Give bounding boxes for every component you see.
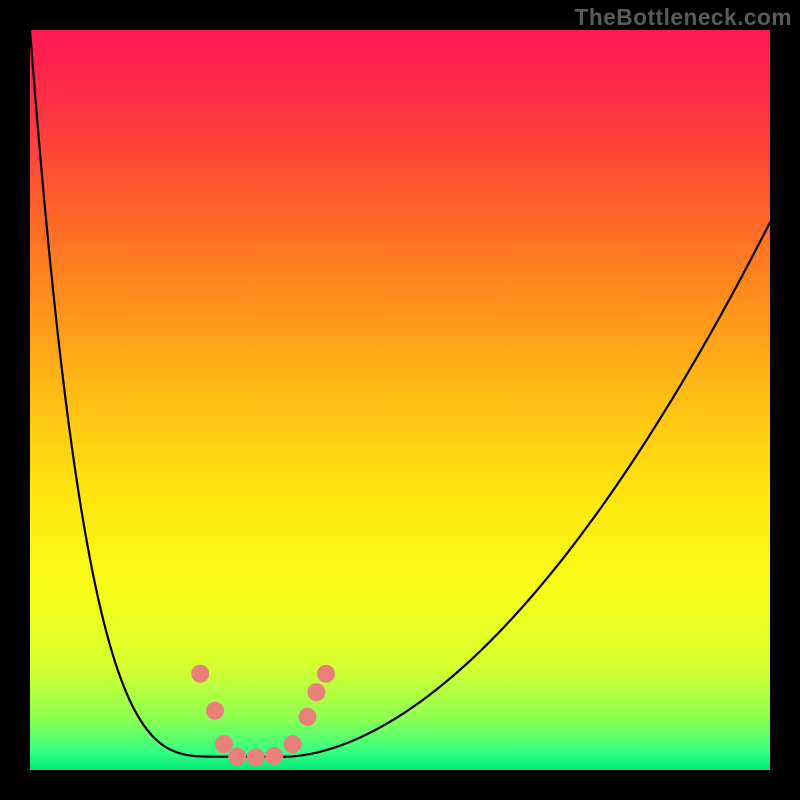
data-marker [284,736,301,753]
watermark-text: TheBottleneck.com [575,4,792,31]
chart-root: TheBottleneck.com [0,0,800,800]
data-marker [229,748,246,765]
data-marker [308,684,325,701]
data-marker [318,665,335,682]
data-marker [299,708,316,725]
data-marker [247,749,264,766]
gradient-plot-area [30,30,770,770]
data-marker [207,702,224,719]
data-marker [266,747,283,764]
data-marker [215,736,232,753]
chart-svg [0,0,800,800]
data-marker [192,665,209,682]
